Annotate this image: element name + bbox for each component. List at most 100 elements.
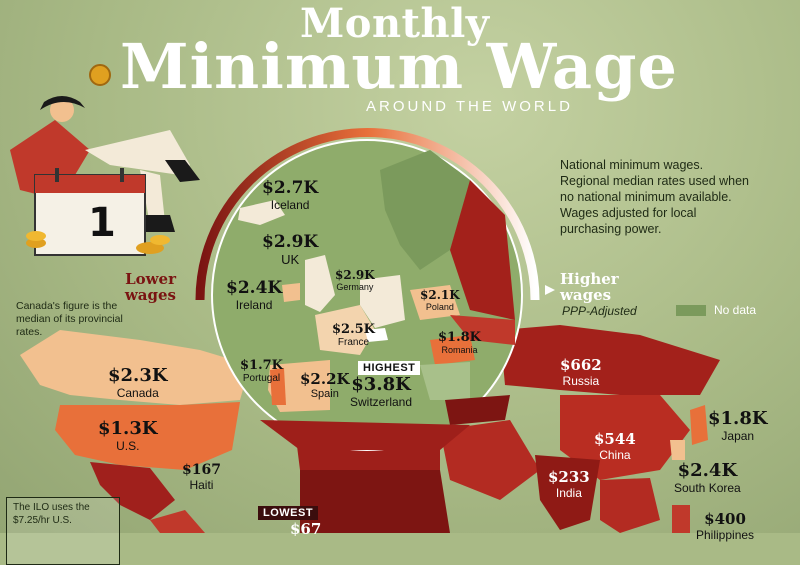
tag-highest-wrap: HIGHEST — [358, 358, 421, 376]
central-america-shape — [150, 510, 205, 533]
calendar-illustration — [34, 168, 146, 256]
value-japan: $1.8K — [708, 408, 768, 429]
label-portugal: $1.7K Portugal — [240, 358, 283, 384]
russia-shape — [500, 325, 720, 395]
label-france: $2.5K France — [332, 322, 375, 348]
country-us: U.S. — [116, 439, 140, 453]
value-france: $2.5K — [332, 322, 375, 337]
japan-shape — [690, 405, 708, 445]
country-russia: Russia — [562, 374, 600, 388]
country-south-korea: South Korea — [674, 481, 741, 495]
russia-west-shape — [450, 180, 515, 320]
label-spain: $2.2K Spain — [300, 370, 350, 400]
country-uk: UK — [281, 252, 300, 267]
label-us: $1.3K U.S. — [98, 418, 157, 453]
value-lowest: $67 — [290, 520, 322, 538]
country-portugal: Portugal — [242, 373, 281, 384]
portugal-shape — [270, 368, 286, 405]
country-france: France — [337, 337, 370, 348]
country-philippines: Philippines — [696, 528, 755, 542]
subtitle: AROUND THE WORLD — [366, 98, 573, 115]
germany-shape — [360, 275, 405, 328]
value-haiti: $167 — [182, 462, 221, 478]
france-shape — [315, 305, 375, 355]
value-china: $544 — [594, 430, 636, 448]
label-philippines: $400 Philippines — [696, 510, 754, 542]
country-ireland: Ireland — [235, 298, 273, 312]
ilo-note-box: The ILO uses the $7.25/hr U.S. — [6, 497, 120, 565]
switzerland-shape — [365, 328, 388, 342]
label-romania: $1.8K Romania — [438, 330, 481, 355]
label-south-korea: $2.4K South Korea — [674, 460, 741, 495]
se-asia-shape — [600, 478, 660, 533]
country-switzerland: Switzerland — [350, 395, 413, 409]
label-iceland: $2.7K Iceland — [262, 178, 318, 212]
value-uk: $2.9K — [262, 232, 319, 252]
country-india: India — [555, 486, 582, 500]
canada-note: Canada's figure is the median of its pro… — [16, 300, 123, 338]
country-romania: Romania — [441, 345, 478, 355]
ireland-shape — [282, 283, 300, 302]
tag-lowest-wrap: LOWEST — [258, 503, 319, 521]
scandinavia-shape — [380, 150, 470, 270]
label-china: $544 China — [594, 430, 636, 462]
value-germany: $2.9K — [335, 268, 375, 282]
philippines-shape — [672, 505, 690, 533]
middle-east-shape — [440, 420, 540, 500]
value-india: $233 — [548, 468, 590, 486]
value-canada: $2.3K — [108, 365, 168, 386]
china-shape — [560, 395, 690, 480]
korea-shape — [670, 440, 685, 460]
balkans-shape — [420, 362, 470, 400]
label-russia: $662 Russia — [560, 356, 602, 388]
india-shape — [535, 455, 600, 530]
country-haiti: Haiti — [189, 478, 214, 492]
poland-shape — [410, 285, 460, 320]
value-russia: $662 — [560, 356, 602, 374]
title-line-1: Monthly — [300, 0, 490, 47]
uk-shape — [305, 255, 335, 312]
value-philippines: $400 — [704, 510, 746, 528]
label-switzerland: $3.8K Switzerland — [350, 374, 412, 409]
gradient-arc — [195, 128, 540, 301]
title-line-2: Minimum Wage — [120, 30, 678, 103]
higher-arrow — [545, 285, 555, 295]
legend-ppp: PPP-Adjusted — [562, 304, 637, 318]
legend-no-data: No data — [714, 303, 757, 317]
country-spain: Spain — [310, 388, 339, 400]
value-spain: $2.2K — [300, 370, 350, 388]
value-south-korea: $2.4K — [677, 460, 738, 481]
canada-shape — [20, 330, 250, 405]
turkey-shape — [445, 395, 510, 425]
world-map — [10, 64, 720, 533]
label-lowest: $67 — [290, 520, 321, 538]
value-portugal: $1.7K — [240, 358, 283, 373]
label-india: $233 India — [548, 468, 590, 500]
usa-shape — [55, 402, 240, 470]
label-ireland: $2.4K Ireland — [226, 278, 282, 312]
no-data-swatch — [676, 305, 706, 316]
ilo-note: The ILO uses the $7.25/hr U.S. — [13, 502, 90, 526]
country-canada: Canada — [116, 386, 159, 400]
iceland-shape — [238, 200, 285, 225]
country-china: China — [599, 448, 631, 462]
country-japan: Japan — [721, 429, 755, 443]
country-germany: Germany — [336, 282, 374, 292]
value-switzerland: $3.8K — [351, 374, 411, 395]
label-japan: $1.8K Japan — [708, 408, 767, 443]
calendar-day: 1 — [88, 200, 116, 246]
romania-shape — [430, 335, 475, 365]
label-canada: $2.3K Canada — [108, 365, 167, 400]
value-ireland: $2.4K — [226, 278, 283, 298]
coins-illustration — [26, 231, 170, 254]
value-us: $1.3K — [98, 418, 158, 439]
country-iceland: Iceland — [270, 198, 310, 212]
value-romania: $1.8K — [438, 330, 481, 345]
legend-higher: Higher wages — [560, 270, 619, 304]
africa-shape — [300, 455, 450, 533]
mexico-shape — [90, 462, 175, 520]
label-haiti: $167 Haiti — [182, 462, 221, 492]
value-poland: $2.1K — [420, 288, 460, 302]
tag-highest: HIGHEST — [358, 361, 421, 375]
country-poland: Poland — [425, 302, 454, 312]
